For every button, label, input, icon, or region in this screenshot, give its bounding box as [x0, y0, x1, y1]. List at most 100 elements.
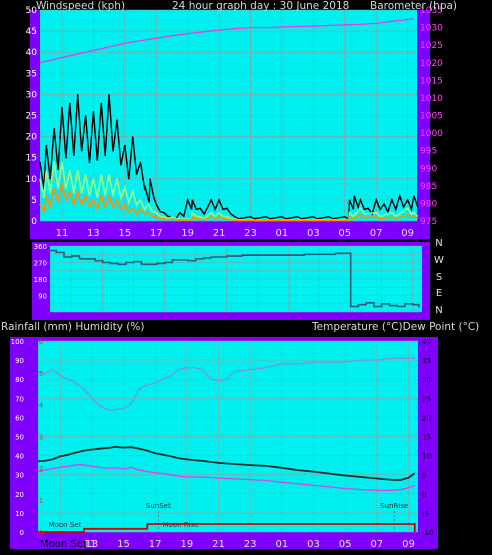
series-temperature-line	[37, 445, 416, 481]
temp-y-tick-label: 15	[422, 434, 431, 442]
wind-series	[39, 18, 419, 222]
compass-label: E	[436, 288, 442, 299]
wind-x-tick-label: 05	[338, 228, 351, 239]
direction-y-tick-label: 180	[34, 276, 47, 284]
humidity-y-tick-label: 50	[15, 434, 24, 442]
baro-y-tick-label: 1030	[420, 24, 443, 34]
temp-y-ticks: -10 -5 0 5 10 15 20 25 30 35 40	[422, 338, 433, 537]
rain-y-tick-label: 5	[39, 370, 43, 378]
humidity-y-tick-label: 0	[20, 529, 24, 537]
wind-y-tick-label: 10	[26, 175, 38, 185]
temp-y-tick-label: 25	[422, 395, 431, 403]
wind-x-ticks: 11 13 15 17 19 21 23 01 03 05 07 09	[56, 228, 414, 239]
rain-y-ticks: 0 1 2 3 4 5 6	[39, 338, 44, 537]
annotation-sunset: SunSet	[146, 502, 171, 510]
baro-y-tick-label: 1010	[420, 94, 443, 104]
direction-y-tick-label: 90	[38, 293, 47, 301]
rain-humidity-axis-label: Rainfall (mm) Humidity (%)	[1, 321, 144, 333]
wind-y-tick-label: 0	[31, 217, 37, 227]
humidity-y-tick-label: 20	[15, 491, 24, 499]
temp-x-ticks: 13 15 17 19 21 23 01 03 05 07 09 11	[84, 539, 415, 550]
wind-y-tick-label: 30	[26, 90, 38, 100]
wind-y-tick-label: 20	[26, 133, 38, 143]
rain-y-tick-label: 0	[39, 529, 43, 537]
series-rainfall-line	[38, 523, 416, 533]
temp-x-tick-label: 11	[84, 539, 97, 550]
baro-y-tick-label: 1000	[420, 129, 443, 139]
wind-x-tick-label: 13	[87, 228, 100, 239]
annotation-sunrise: SunRise	[380, 502, 408, 510]
wind-x-tick-label: 09	[401, 228, 414, 239]
series-dew_point-line	[37, 464, 416, 492]
humidity-y-tick-label: 60	[15, 414, 24, 422]
temp-x-tick-label: 15	[117, 539, 130, 550]
temp-y-tick-label: 0	[422, 491, 426, 499]
rain-y-tick-label: 3	[39, 434, 43, 442]
baro-y-tick-label: 1015	[420, 76, 443, 86]
humidity-y-ticks: 0 10 20 30 40 50 60 70 80 90 100	[11, 338, 24, 537]
series-barometer-line	[39, 18, 414, 64]
direction-line	[50, 249, 420, 308]
temp-y-tick-label: 20	[422, 414, 431, 422]
baro-y-tick-label: 1020	[420, 59, 443, 69]
wind-y-tick-label: 25	[26, 112, 37, 122]
humidity-y-tick-label: 10	[15, 510, 24, 518]
bottom-moon-set-label: Moon Set	[40, 539, 87, 550]
wind-x-tick-label: 07	[370, 228, 383, 239]
temp-y-tick-label: -10	[422, 529, 433, 537]
wind-y-tick-label: 5	[31, 196, 37, 206]
rain-y-tick-label: 1	[39, 497, 43, 505]
compass-label: N	[435, 238, 442, 249]
baro-y-tick-label: 985	[420, 182, 437, 192]
series-gust-line	[39, 94, 419, 220]
temp-x-tick-label: 19	[180, 539, 193, 550]
wind-x-tick-label: 11	[56, 228, 69, 239]
humidity-y-tick-label: 80	[15, 376, 24, 384]
baro-y-tick-label: 1005	[420, 112, 443, 122]
wind-y-tick-label: 40	[26, 48, 38, 58]
humidity-y-tick-label: 40	[15, 453, 24, 461]
temp-y-tick-label: 40	[422, 338, 431, 346]
baro-y-ticks: 975 980 985 990 995 1000 1005 1010 1015 1020 1025 1…	[420, 6, 443, 227]
temp-y-tick-label: 10	[422, 453, 431, 461]
series-average-line	[39, 161, 419, 222]
wind-axis-label: Windspeed (kph)	[36, 0, 125, 12]
temp-x-tick-label: 01	[275, 539, 288, 550]
temp-x-tick-label: 23	[244, 539, 257, 550]
temp-y-tick-label: 5	[422, 472, 426, 480]
wind-y-tick-label: 45	[26, 27, 37, 37]
baro-y-tick-label: 1035	[420, 6, 443, 16]
wind-x-tick-label: 17	[150, 228, 163, 239]
compass-label: N	[435, 305, 442, 316]
wind-x-tick-label: 01	[276, 228, 289, 239]
compass-label: S	[436, 272, 442, 283]
series-mean-line	[39, 182, 419, 222]
wind-y-tick-label: 50	[26, 6, 38, 16]
temp-x-tick-label: 21	[212, 539, 225, 550]
temp-x-tick-label: 07	[370, 539, 383, 550]
temp-y-tick-label: -5	[422, 510, 429, 518]
series-humidity-line	[37, 357, 415, 411]
temp-x-tick-label: 09	[402, 539, 415, 550]
direction-series	[50, 249, 420, 308]
annotation-moon-set: Moon Set	[49, 521, 82, 529]
wind-x-tick-label: 03	[307, 228, 320, 239]
wind-y-tick-label: 15	[26, 154, 37, 164]
temp-series	[37, 357, 416, 533]
wind-x-tick-label: 21	[213, 228, 226, 239]
temp-dew-axis-label: Temperature (°C)Dew Point (°C)	[311, 321, 479, 333]
wind-x-tick-label: 19	[181, 228, 194, 239]
temp-x-tick-label: 13	[85, 539, 98, 550]
humidity-y-tick-label: 70	[15, 395, 24, 403]
direction-y-tick-label: 270	[34, 260, 47, 268]
temp-x-tick-label: 17	[149, 539, 162, 550]
direction-grid	[50, 245, 422, 313]
rain-y-tick-label: 2	[39, 465, 43, 473]
baro-y-tick-label: 1025	[420, 41, 443, 51]
wind-x-tick-label: 23	[244, 228, 257, 239]
rain-y-tick-label: 4	[39, 402, 44, 410]
baro-axis-label: Barometer (hpa)	[370, 0, 457, 12]
baro-y-tick-label: 980	[420, 199, 437, 209]
